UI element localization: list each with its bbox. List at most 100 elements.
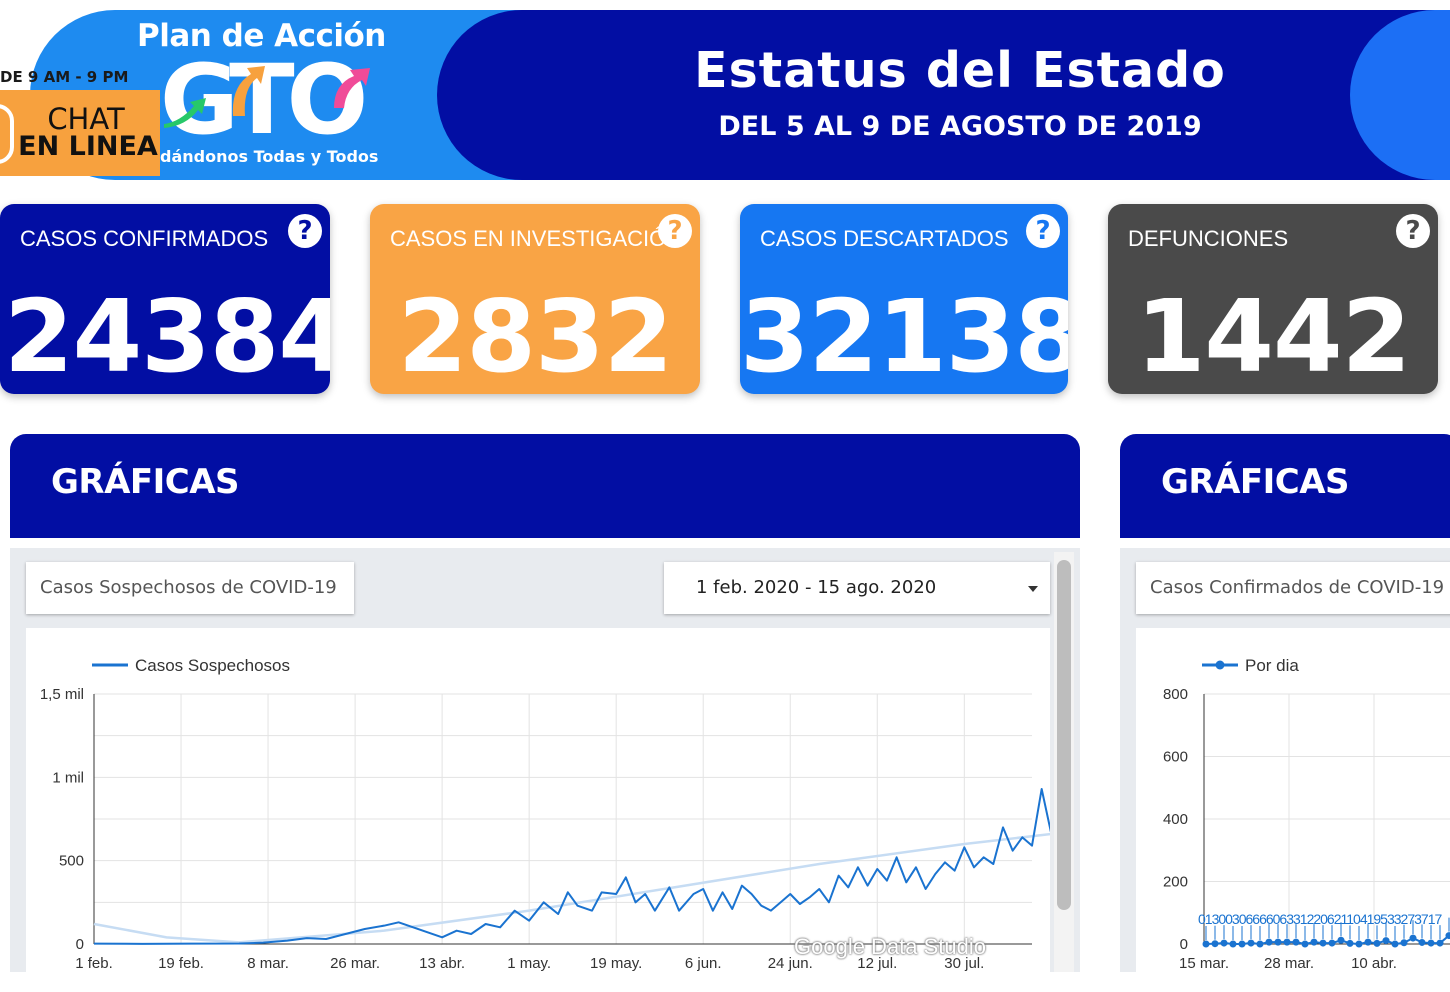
data-point — [1355, 940, 1363, 948]
data-point — [1319, 939, 1327, 947]
legend-label: Por dia — [1245, 656, 1299, 675]
scrollbar[interactable] — [1054, 552, 1074, 972]
data-point — [1310, 938, 1318, 946]
x-tick-label: 19 may. — [590, 955, 642, 972]
data-point — [1229, 940, 1237, 948]
plan-slogan: dándonos Todas y Todos — [160, 147, 379, 166]
plan-title: Plan de Acción — [137, 18, 386, 54]
x-tick-label: 12 jul. — [857, 955, 897, 972]
card-title: CASOS CONFIRMADOS — [20, 226, 269, 251]
x-tick-label: 30 jul. — [944, 955, 984, 972]
data-point — [1337, 936, 1345, 944]
card-title: CASOS EN INVESTIGACIÓN — [390, 226, 683, 251]
data-point — [1328, 939, 1336, 947]
data-point — [1382, 937, 1390, 945]
data-point — [1256, 940, 1264, 948]
data-point — [1373, 939, 1381, 947]
data-point — [1292, 938, 1300, 946]
card-value: 1442 — [1135, 278, 1411, 394]
help-icon[interactable]: ? — [288, 214, 322, 248]
y-tick-label: 400 — [1163, 811, 1188, 828]
x-tick-label: 6 jun. — [685, 955, 722, 972]
chevron-down-icon[interactable] — [1028, 586, 1038, 592]
legend-marker — [1215, 660, 1225, 670]
status-title: Estatus del Estado — [694, 42, 1226, 99]
orange-arrow-icon — [232, 66, 265, 116]
card-title: DEFUNCIONES — [1128, 226, 1289, 251]
legend-label: Casos Sospechosos — [135, 656, 290, 675]
card-value: 2832 — [397, 278, 673, 394]
x-tick-label: 15 mar. — [1179, 955, 1229, 972]
data-point — [1247, 939, 1255, 947]
x-tick-label: 10 abr. — [1351, 955, 1397, 972]
card-value: 32138 — [740, 278, 1068, 394]
data-point — [1427, 939, 1435, 947]
date-range-picker[interactable]: 1 feb. 2020 - 15 ago. 2020 — [664, 562, 1050, 614]
x-tick-label: 8 mar. — [247, 955, 289, 972]
y-tick-label: 600 — [1163, 749, 1188, 766]
pink-arrow-icon — [334, 68, 370, 108]
x-tick-label: 1 feb. — [75, 955, 113, 972]
data-point — [1418, 938, 1426, 946]
report-panel-suspected: Casos Sospechosos de COVID-19 1 feb. 202… — [10, 548, 1080, 972]
data-point — [1265, 938, 1273, 946]
chat-hours: DE 9 AM - 9 PM — [0, 68, 129, 86]
status-banner — [437, 10, 1450, 180]
green-arrow-icon — [164, 98, 206, 128]
data-point — [1283, 938, 1291, 946]
scrollbar-thumb[interactable] — [1057, 560, 1071, 910]
data-point — [1274, 938, 1282, 946]
report-panel-confirmed: Casos Confirmados de COVID-19 0 200 400 600… — [1120, 548, 1450, 972]
chart-card: 1 feb. 19 feb. 8 mar. 26 mar. 13 abr. 1 may. 1… — [26, 628, 1080, 972]
google-data-studio-watermark: Google Data Studio — [794, 934, 987, 959]
data-point — [1202, 940, 1210, 948]
x-tick-label: 24 jun. — [768, 955, 813, 972]
chat-label-line1: CHAT — [47, 102, 125, 136]
section-header-graphs: GRÁFICAS — [10, 434, 1080, 538]
section-title: GRÁFICAS — [51, 462, 240, 502]
section-title: GRÁFICAS — [1161, 462, 1350, 502]
chat-icon — [0, 104, 14, 164]
chat-label-line2: EN LINEA — [18, 131, 158, 162]
chart-title-chip: Casos Sospechosos de COVID-19 — [26, 562, 354, 614]
data-labels: 013003066660633122062110419533273717 — [1198, 911, 1442, 927]
data-point — [1346, 939, 1354, 947]
chart-title-chip: Casos Confirmados de COVID-19 — [1136, 562, 1450, 614]
x-tick-label: 13 abr. — [419, 955, 465, 972]
data-point — [1409, 934, 1417, 942]
help-icon[interactable]: ? — [658, 214, 692, 248]
x-tick-label: 28 mar. — [1264, 955, 1314, 972]
section-header-graphs-2: GRÁFICAS — [1120, 434, 1450, 538]
x-tick-label: 19 feb. — [158, 955, 204, 972]
y-tick-label: 1 mil — [52, 769, 84, 786]
help-icon[interactable]: ? — [1396, 214, 1430, 248]
y-tick-label: 800 — [1163, 686, 1188, 703]
x-tick-label: 1 may. — [507, 955, 551, 972]
card-discarded: CASOS DESCARTADOS ? 32138 — [740, 204, 1068, 394]
card-value: 24384 — [4, 278, 330, 394]
y-tick-label: 500 — [59, 853, 84, 870]
data-point — [1301, 940, 1309, 948]
data-point — [1220, 939, 1228, 947]
series-line-suspected — [93, 788, 1080, 945]
card-deaths: DEFUNCIONES ? 1442 — [1108, 204, 1438, 394]
data-point — [1364, 938, 1372, 946]
card-investigation: CASOS EN INVESTIGACIÓN ? 2832 — [370, 204, 700, 394]
date-range-label: 1 feb. 2020 - 15 ago. 2020 — [696, 577, 937, 598]
chat-online-button[interactable] — [0, 90, 160, 176]
data-point — [1391, 940, 1399, 948]
data-point — [1436, 939, 1444, 947]
data-point — [1238, 940, 1246, 948]
x-tick-label: 26 mar. — [330, 955, 380, 972]
y-tick-label: 0 — [1180, 936, 1188, 953]
data-point — [1211, 940, 1219, 948]
help-icon[interactable]: ? — [1026, 214, 1060, 248]
suspected-cases-line-chart: 1 feb. 19 feb. 8 mar. 26 mar. 13 abr. 1 may. 1… — [40, 656, 1080, 972]
status-subtitle: DEL 5 AL 9 DE AGOSTO DE 2019 — [718, 111, 1202, 142]
card-confirmed: CASOS CONFIRMADOS ? 24384 — [0, 204, 330, 394]
y-tick-label: 0 — [76, 936, 84, 953]
y-tick-label: 1,5 mil — [40, 686, 84, 703]
